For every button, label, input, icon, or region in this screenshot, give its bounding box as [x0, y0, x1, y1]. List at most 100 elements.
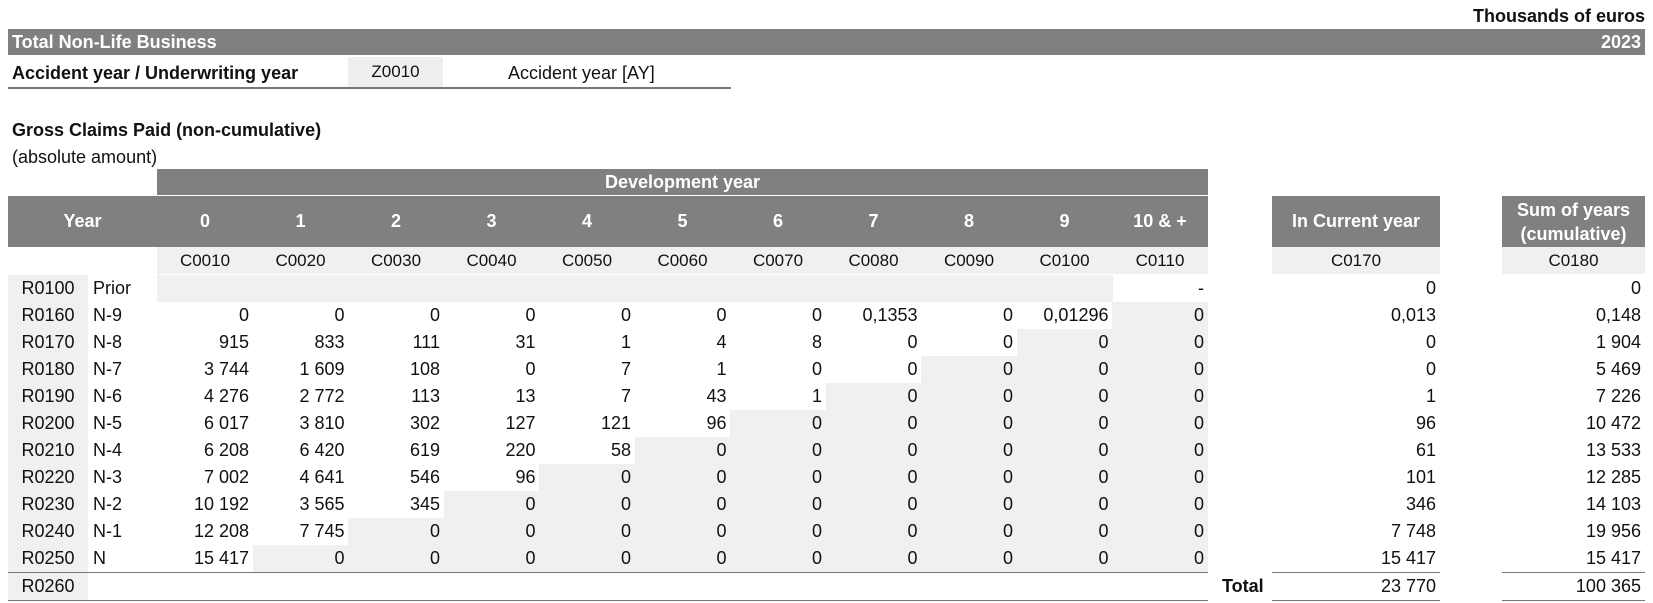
- total-current-year: 23 770: [1380, 576, 1436, 596]
- column-code: C0100: [1016, 247, 1113, 274]
- total-sum-of-years: 100 365: [1575, 576, 1641, 596]
- total-current-line-top: [1272, 572, 1440, 573]
- total-row-bottom-line: [8, 600, 1208, 601]
- table-cell: 546: [409, 467, 440, 487]
- current-year-cell: 96: [1415, 413, 1436, 433]
- table-cell: 0: [443, 518, 540, 545]
- table-cell: 0: [825, 491, 922, 518]
- table-cell: 0: [1016, 410, 1113, 437]
- sum-of-years-cell: 12 285: [1585, 467, 1641, 487]
- table-cell: 0: [1016, 518, 1113, 545]
- table-cell: 0: [921, 437, 1017, 464]
- table-cell: 619: [409, 440, 440, 460]
- table-cell: 0: [1112, 383, 1208, 410]
- total-label: Total: [1222, 576, 1264, 596]
- accident-year-row: Accident year / Underwriting year Z0010 …: [8, 57, 731, 89]
- sum-of-years-cell: 1 904: [1595, 332, 1641, 352]
- table-cell: 0: [825, 383, 922, 410]
- total-sum-line-top: [1502, 572, 1645, 573]
- table-cell: 0: [1002, 305, 1013, 325]
- table-cell: 111: [412, 332, 440, 352]
- table-cell: 0: [252, 545, 349, 572]
- table-cell: 0: [730, 491, 826, 518]
- table-cell: 15 417: [193, 548, 249, 568]
- dev-col-header: 5: [634, 196, 731, 247]
- current-year-cell: 101: [1405, 467, 1436, 487]
- current-year-cell: 15 417: [1380, 548, 1436, 568]
- accident-year-code: Z0010: [348, 57, 443, 87]
- total-row-top-line: [8, 572, 1208, 573]
- table-cell: 0: [539, 491, 635, 518]
- table-cell: 127: [505, 413, 536, 433]
- table-cell: 0: [1002, 332, 1013, 352]
- table-cell: 6 017: [203, 413, 249, 433]
- column-code: C0110: [1112, 247, 1208, 274]
- row-code: R0170: [8, 329, 88, 356]
- sum-of-years-cell: 0: [1630, 278, 1641, 298]
- row-code: R0250: [8, 545, 88, 572]
- total-row-code: R0260: [8, 573, 88, 600]
- table-cell: 4: [716, 332, 727, 352]
- table-cell: 58: [610, 440, 631, 460]
- row-year-label: N-3: [93, 467, 123, 487]
- dev-col-header: 6: [730, 196, 826, 247]
- business-band: Total Non-Life Business 2023: [8, 29, 1645, 55]
- table-cell: 0: [907, 332, 918, 352]
- dev-col-header: 8: [921, 196, 1017, 247]
- table-cell: 2 772: [299, 386, 345, 406]
- table-cell: [921, 275, 1017, 302]
- table-cell: 0: [539, 464, 635, 491]
- current-year-cell: 7 748: [1390, 521, 1436, 541]
- year-header: Year: [8, 196, 157, 247]
- row-code: R0210: [8, 437, 88, 464]
- current-year-cell: 346: [1405, 494, 1436, 514]
- current-year-code: C0170: [1272, 247, 1440, 274]
- table-cell: 0: [334, 305, 345, 325]
- table-cell: 0: [634, 518, 731, 545]
- column-code: C0070: [730, 247, 826, 274]
- current-year-cell: 0,013: [1390, 305, 1436, 325]
- business-title: Total Non-Life Business: [12, 32, 217, 52]
- sum-of-years-header: Sum of years (cumulative): [1502, 196, 1645, 247]
- table-cell: 0: [1112, 518, 1208, 545]
- table-cell: 0: [921, 518, 1017, 545]
- table-cell: 3 565: [299, 494, 345, 514]
- table-cell: 1: [716, 359, 727, 379]
- table-cell: 43: [706, 386, 727, 406]
- dev-col-header: 9: [1016, 196, 1113, 247]
- table-cell: [539, 275, 635, 302]
- row-year-label: N-7: [93, 359, 123, 379]
- sum-of-years-cell: 7 226: [1595, 386, 1641, 406]
- table-cell: 915: [218, 332, 249, 352]
- table-cell: 0: [1016, 383, 1113, 410]
- table-cell: 0: [825, 545, 922, 572]
- current-year-cell: 0: [1425, 332, 1436, 352]
- current-year-cell: 61: [1415, 440, 1436, 460]
- table-cell: 0: [1016, 464, 1113, 491]
- table-cell: 0: [525, 359, 536, 379]
- table-cell: 1: [811, 386, 822, 406]
- section-title: Gross Claims Paid (non-cumulative): [12, 120, 322, 140]
- column-code: C0050: [539, 247, 635, 274]
- table-cell: 96: [706, 413, 727, 433]
- table-cell: 0: [907, 359, 918, 379]
- table-cell: 7 002: [203, 467, 249, 487]
- row-year-label: N-5: [93, 413, 123, 433]
- table-cell: 1: [620, 332, 631, 352]
- table-cell: 0,1353: [862, 305, 918, 325]
- sum-of-years-code: C0180: [1502, 247, 1645, 274]
- table-cell: 0: [1112, 356, 1208, 383]
- table-cell: 0: [1112, 545, 1208, 572]
- table-cell: 0: [1016, 491, 1113, 518]
- table-cell: 3 810: [299, 413, 345, 433]
- table-cell: [157, 275, 253, 302]
- table-cell: 121: [600, 413, 631, 433]
- table-cell: 108: [409, 359, 440, 379]
- row-year-label: N-1: [93, 521, 123, 541]
- table-cell: 0: [921, 410, 1017, 437]
- table-cell: 0: [1016, 437, 1113, 464]
- table-cell: 31: [515, 332, 536, 352]
- dev-col-header: 7: [825, 196, 922, 247]
- table-cell: 7: [620, 386, 631, 406]
- table-cell: -: [1198, 278, 1204, 298]
